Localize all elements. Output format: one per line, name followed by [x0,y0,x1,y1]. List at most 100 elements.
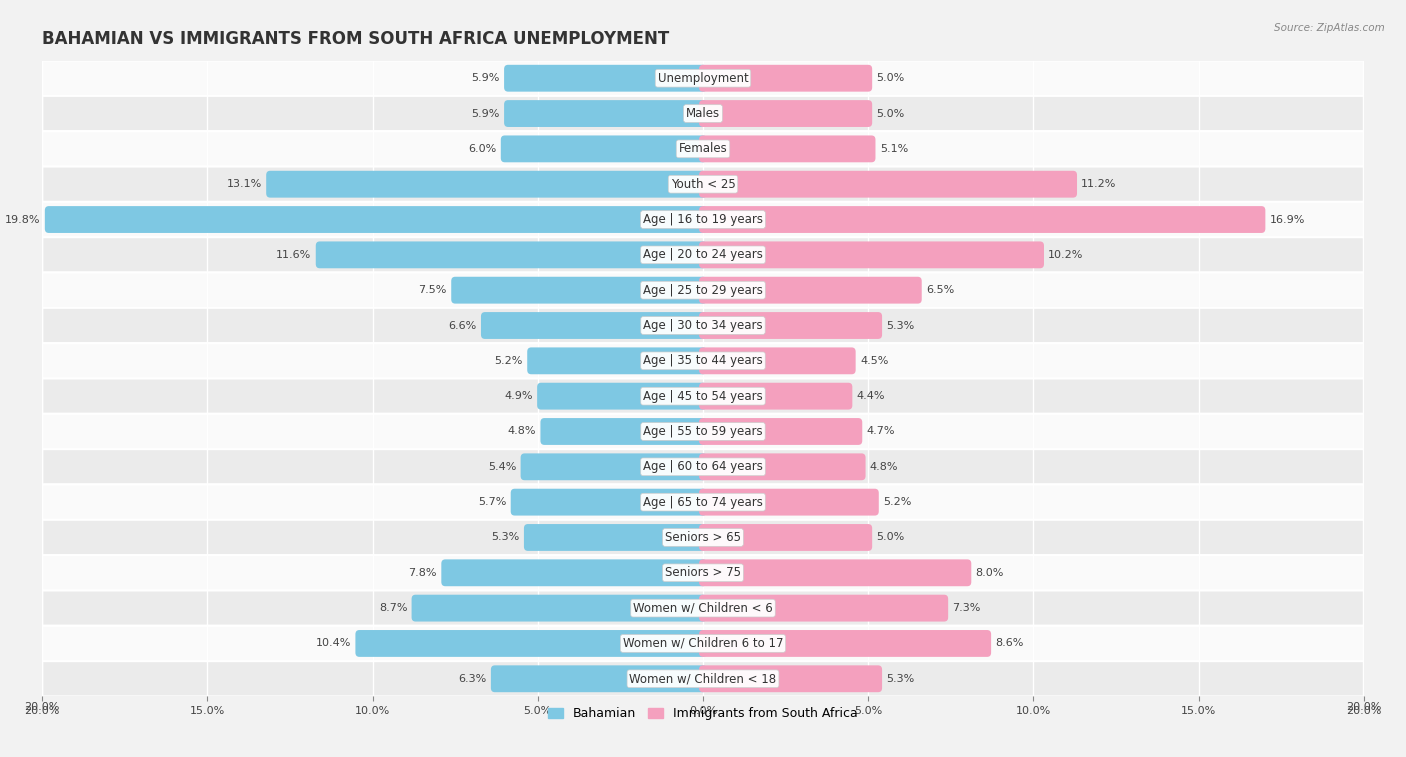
FancyBboxPatch shape [42,308,1364,343]
FancyBboxPatch shape [699,453,866,480]
FancyBboxPatch shape [520,453,707,480]
FancyBboxPatch shape [42,343,1364,378]
FancyBboxPatch shape [699,489,879,516]
Text: Age | 35 to 44 years: Age | 35 to 44 years [643,354,763,367]
Text: 5.2%: 5.2% [883,497,911,507]
FancyBboxPatch shape [42,626,1364,661]
Text: Women w/ Children < 18: Women w/ Children < 18 [630,672,776,685]
Text: Age | 16 to 19 years: Age | 16 to 19 years [643,213,763,226]
Text: 5.3%: 5.3% [491,532,520,543]
Text: 6.0%: 6.0% [468,144,496,154]
Text: Females: Females [679,142,727,155]
FancyBboxPatch shape [42,661,1364,696]
Text: 10.4%: 10.4% [316,638,352,649]
FancyBboxPatch shape [42,449,1364,484]
FancyBboxPatch shape [501,136,707,162]
FancyBboxPatch shape [42,555,1364,590]
FancyBboxPatch shape [524,524,707,551]
FancyBboxPatch shape [699,241,1045,268]
FancyBboxPatch shape [699,100,872,127]
FancyBboxPatch shape [505,65,707,92]
Text: Women w/ Children < 6: Women w/ Children < 6 [633,602,773,615]
Text: Males: Males [686,107,720,120]
FancyBboxPatch shape [42,167,1364,202]
Text: 7.3%: 7.3% [952,603,981,613]
Text: 13.1%: 13.1% [226,179,262,189]
FancyBboxPatch shape [42,484,1364,520]
FancyBboxPatch shape [42,590,1364,626]
Text: 16.9%: 16.9% [1270,214,1305,225]
Text: 4.9%: 4.9% [505,391,533,401]
Text: Age | 30 to 34 years: Age | 30 to 34 years [643,319,763,332]
FancyBboxPatch shape [45,206,707,233]
Text: 6.5%: 6.5% [927,285,955,295]
FancyBboxPatch shape [699,136,876,162]
Text: 5.1%: 5.1% [880,144,908,154]
Text: 4.8%: 4.8% [870,462,898,472]
Text: 10.2%: 10.2% [1049,250,1084,260]
FancyBboxPatch shape [699,277,922,304]
Text: 6.6%: 6.6% [449,320,477,331]
Text: 5.3%: 5.3% [886,674,915,684]
FancyBboxPatch shape [699,524,872,551]
FancyBboxPatch shape [42,273,1364,308]
Text: Seniors > 65: Seniors > 65 [665,531,741,544]
Text: 5.0%: 5.0% [876,532,904,543]
FancyBboxPatch shape [451,277,707,304]
Text: 8.7%: 8.7% [378,603,408,613]
Text: 4.4%: 4.4% [856,391,886,401]
Text: Age | 20 to 24 years: Age | 20 to 24 years [643,248,763,261]
Legend: Bahamian, Immigrants from South Africa: Bahamian, Immigrants from South Africa [543,702,863,725]
FancyBboxPatch shape [42,520,1364,555]
Text: 5.0%: 5.0% [876,73,904,83]
FancyBboxPatch shape [537,383,707,410]
FancyBboxPatch shape [42,202,1364,237]
FancyBboxPatch shape [42,414,1364,449]
Text: BAHAMIAN VS IMMIGRANTS FROM SOUTH AFRICA UNEMPLOYMENT: BAHAMIAN VS IMMIGRANTS FROM SOUTH AFRICA… [42,30,669,48]
FancyBboxPatch shape [316,241,707,268]
FancyBboxPatch shape [356,630,707,657]
Text: 8.6%: 8.6% [995,638,1024,649]
FancyBboxPatch shape [699,347,856,374]
Text: 4.7%: 4.7% [866,426,896,437]
Text: Age | 60 to 64 years: Age | 60 to 64 years [643,460,763,473]
FancyBboxPatch shape [510,489,707,516]
FancyBboxPatch shape [699,312,882,339]
FancyBboxPatch shape [42,96,1364,131]
Text: 5.3%: 5.3% [886,320,915,331]
Text: Age | 25 to 29 years: Age | 25 to 29 years [643,284,763,297]
FancyBboxPatch shape [540,418,707,445]
FancyBboxPatch shape [491,665,707,692]
FancyBboxPatch shape [42,237,1364,273]
Text: Age | 65 to 74 years: Age | 65 to 74 years [643,496,763,509]
FancyBboxPatch shape [481,312,707,339]
Text: Source: ZipAtlas.com: Source: ZipAtlas.com [1274,23,1385,33]
Text: 11.2%: 11.2% [1081,179,1116,189]
FancyBboxPatch shape [699,559,972,586]
FancyBboxPatch shape [699,383,852,410]
Text: Unemployment: Unemployment [658,72,748,85]
Text: Age | 55 to 59 years: Age | 55 to 59 years [643,425,763,438]
Text: 5.4%: 5.4% [488,462,516,472]
Text: Age | 45 to 54 years: Age | 45 to 54 years [643,390,763,403]
FancyBboxPatch shape [699,665,882,692]
FancyBboxPatch shape [42,378,1364,414]
FancyBboxPatch shape [412,595,707,621]
Text: Seniors > 75: Seniors > 75 [665,566,741,579]
FancyBboxPatch shape [699,595,948,621]
FancyBboxPatch shape [527,347,707,374]
FancyBboxPatch shape [699,65,872,92]
Text: Youth < 25: Youth < 25 [671,178,735,191]
Text: 8.0%: 8.0% [976,568,1004,578]
FancyBboxPatch shape [441,559,707,586]
Text: 19.8%: 19.8% [6,214,41,225]
FancyBboxPatch shape [266,171,707,198]
FancyBboxPatch shape [699,171,1077,198]
Text: 5.9%: 5.9% [471,73,499,83]
Text: 6.3%: 6.3% [458,674,486,684]
FancyBboxPatch shape [699,418,862,445]
FancyBboxPatch shape [42,61,1364,96]
FancyBboxPatch shape [505,100,707,127]
Text: 5.2%: 5.2% [495,356,523,366]
Text: Women w/ Children 6 to 17: Women w/ Children 6 to 17 [623,637,783,650]
